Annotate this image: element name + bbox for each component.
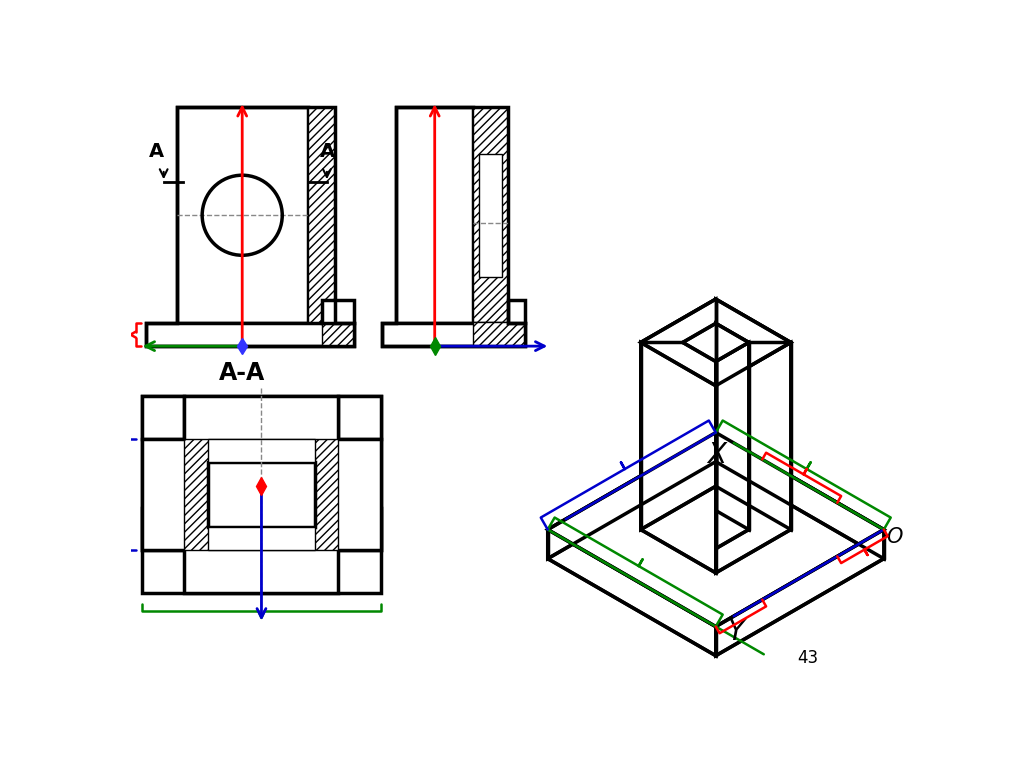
Bar (208, 439, 315, 462)
Polygon shape (641, 342, 716, 573)
Text: 43: 43 (798, 649, 819, 667)
Polygon shape (548, 433, 716, 558)
Bar (184, 439, 339, 550)
Bar (473, 321, 525, 346)
Polygon shape (716, 342, 749, 548)
Bar (396, 107, 473, 323)
Bar (479, 153, 502, 277)
Polygon shape (716, 529, 884, 656)
Polygon shape (641, 299, 791, 386)
Polygon shape (548, 433, 884, 627)
Text: A-A: A-A (219, 361, 265, 385)
Bar (322, 300, 354, 323)
Bar (142, 397, 381, 593)
Bar (142, 508, 184, 550)
Bar (142, 397, 184, 439)
Polygon shape (641, 299, 716, 529)
Polygon shape (142, 397, 381, 593)
Text: A: A (150, 143, 164, 161)
Bar (473, 107, 508, 323)
Polygon shape (716, 342, 791, 573)
Bar (208, 462, 315, 527)
Bar (208, 527, 315, 550)
Bar (322, 321, 354, 346)
Polygon shape (716, 433, 884, 558)
Bar (508, 300, 525, 323)
Polygon shape (683, 324, 749, 361)
Polygon shape (716, 324, 749, 529)
Text: O: O (887, 527, 903, 547)
Bar (339, 397, 381, 439)
Polygon shape (716, 299, 791, 529)
Bar (177, 107, 307, 323)
Polygon shape (548, 529, 716, 656)
Text: X: X (708, 441, 727, 469)
Text: Y: Y (727, 618, 744, 647)
Text: A: A (321, 143, 335, 161)
Bar (339, 508, 381, 550)
Bar (307, 107, 335, 323)
Bar (146, 323, 354, 346)
Bar (382, 323, 525, 346)
